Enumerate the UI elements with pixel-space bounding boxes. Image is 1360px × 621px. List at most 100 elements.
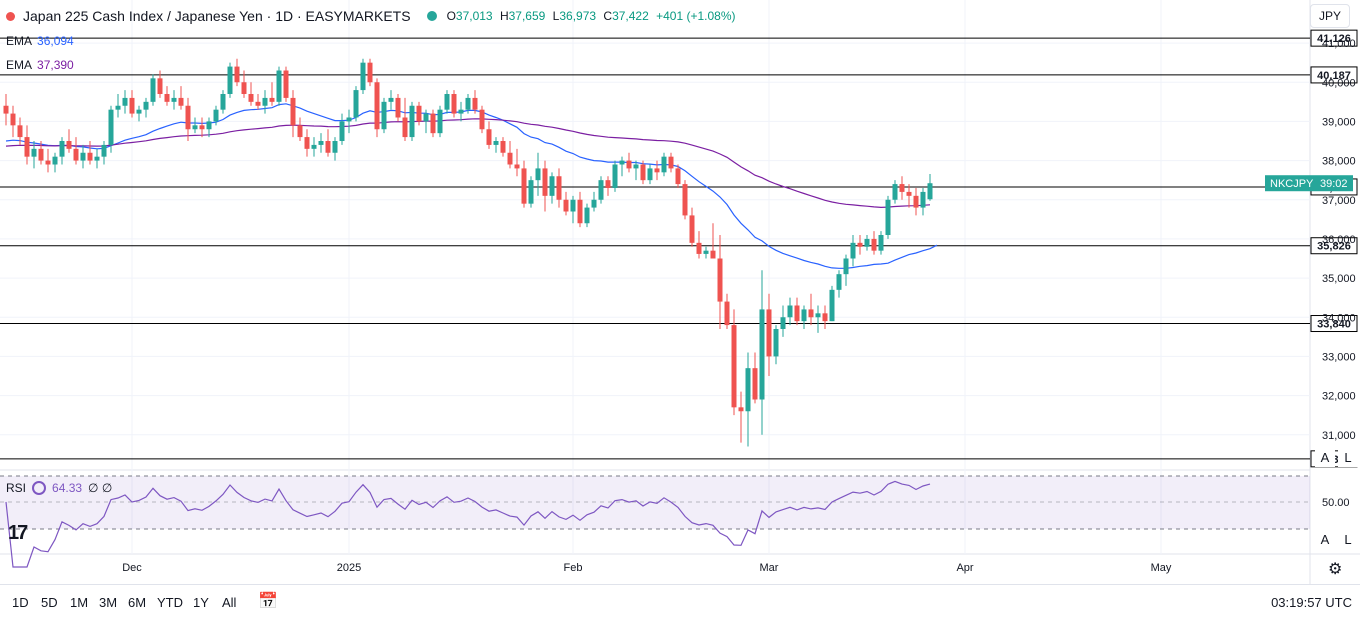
range-button-1m[interactable]: 1M bbox=[70, 595, 89, 610]
candle-body bbox=[871, 238, 877, 251]
candle-body bbox=[38, 148, 44, 161]
candle-body bbox=[94, 156, 100, 161]
candle-body bbox=[878, 235, 884, 251]
rsi-settings-icon[interactable] bbox=[32, 481, 47, 495]
ticker-price-box bbox=[1265, 175, 1353, 192]
candle bbox=[906, 184, 912, 208]
candle-body bbox=[640, 164, 646, 181]
candle-body bbox=[752, 368, 758, 400]
ema-fast-legend[interactable]: EMA 36,094 bbox=[6, 34, 74, 48]
candle bbox=[549, 172, 555, 204]
candle bbox=[780, 305, 786, 337]
candle bbox=[59, 137, 65, 165]
rsi-tick-label: 50.00 bbox=[1322, 497, 1350, 509]
candle-body bbox=[542, 168, 548, 196]
auto-scale-button[interactable]: A bbox=[1315, 447, 1335, 467]
rsi-legend[interactable]: RSI 64.33 ∅ ∅ bbox=[6, 481, 113, 495]
candle-body bbox=[605, 180, 611, 188]
range-button-all[interactable]: All bbox=[222, 595, 237, 610]
candle bbox=[304, 129, 310, 157]
currency-selector[interactable]: JPY bbox=[1310, 4, 1350, 28]
candle bbox=[402, 97, 408, 141]
range-button-1y[interactable]: 1Y bbox=[193, 595, 209, 610]
rsi-log-scale-button[interactable]: L bbox=[1338, 529, 1358, 549]
ticker-symbol-label: NKCJPY bbox=[1270, 178, 1314, 190]
x-tick-label: Feb bbox=[564, 562, 583, 574]
y-tick-label: 38,000 bbox=[1322, 156, 1356, 168]
candle-body bbox=[87, 152, 93, 161]
candle-body bbox=[514, 164, 520, 169]
candle-body bbox=[143, 101, 149, 110]
candle bbox=[87, 141, 93, 165]
level-price-box bbox=[1310, 29, 1358, 47]
candle bbox=[787, 297, 793, 326]
rsi-auto-scale-button[interactable]: A bbox=[1315, 529, 1335, 549]
market-open-icon bbox=[426, 11, 437, 21]
symbol-title[interactable]: Japan 225 Cash Index / Japanese Yen · 1D… bbox=[23, 8, 411, 24]
candle bbox=[192, 117, 198, 134]
candle bbox=[234, 58, 240, 87]
candle-body bbox=[402, 117, 408, 138]
candle-body bbox=[619, 160, 625, 165]
ticker-countdown-label: 39:02 bbox=[1320, 178, 1348, 190]
level-price-box bbox=[1310, 66, 1358, 84]
utc-clock[interactable]: 03:19:57 UTC bbox=[1271, 595, 1352, 610]
candle bbox=[3, 94, 9, 126]
candle bbox=[395, 94, 401, 122]
candle-body bbox=[836, 274, 842, 290]
candle bbox=[353, 86, 359, 122]
candle bbox=[283, 66, 289, 102]
x-tick-label: Apr bbox=[956, 562, 973, 574]
candle-body bbox=[612, 164, 618, 188]
candle bbox=[598, 176, 604, 204]
candle-body bbox=[430, 113, 436, 134]
candle-body bbox=[885, 199, 891, 235]
candle bbox=[577, 191, 583, 228]
candle bbox=[759, 270, 765, 435]
candle-body bbox=[164, 94, 170, 102]
candle-body bbox=[66, 141, 72, 149]
candle bbox=[108, 105, 114, 153]
candle bbox=[465, 94, 471, 114]
candle-body bbox=[304, 137, 310, 149]
candle bbox=[591, 191, 597, 212]
range-button-5d[interactable]: 5D bbox=[41, 595, 58, 610]
calendar-range-icon[interactable]: 📅 bbox=[258, 593, 278, 610]
range-button-ytd[interactable]: YTD bbox=[157, 595, 183, 610]
candle-body bbox=[507, 152, 513, 165]
candle bbox=[563, 191, 569, 216]
candle-body bbox=[661, 156, 667, 173]
candle-body bbox=[535, 168, 541, 181]
candle bbox=[479, 105, 485, 134]
candle-body bbox=[696, 242, 702, 254]
candle-body bbox=[73, 148, 79, 161]
level-price-box bbox=[1310, 315, 1358, 333]
candle-body bbox=[654, 168, 660, 173]
candle bbox=[416, 101, 422, 126]
candle bbox=[66, 129, 72, 153]
candle-body bbox=[500, 141, 506, 153]
range-button-1d[interactable]: 1D bbox=[12, 595, 29, 610]
chart-settings-icon[interactable]: ⚙ bbox=[1328, 561, 1343, 578]
candle-body bbox=[234, 66, 240, 83]
candle bbox=[521, 160, 527, 208]
candle bbox=[703, 246, 709, 259]
candle bbox=[808, 293, 814, 326]
candle-body bbox=[388, 97, 394, 102]
candle bbox=[17, 117, 23, 145]
candle bbox=[689, 207, 695, 247]
ema-slow-legend[interactable]: EMA 37,390 bbox=[6, 58, 74, 72]
candle bbox=[381, 97, 387, 134]
y-tick-label: 34,000 bbox=[1322, 312, 1356, 324]
range-button-6m[interactable]: 6M bbox=[128, 595, 147, 610]
candle-body bbox=[472, 97, 478, 110]
candle-body bbox=[416, 105, 422, 122]
candle-body bbox=[689, 215, 695, 243]
range-button-3m[interactable]: 3M bbox=[99, 595, 118, 610]
grid bbox=[0, 0, 1360, 584]
candle bbox=[542, 160, 548, 212]
price-axis: 31,000 32,000 33,000 34,000 35,000 36,000 37,0… bbox=[1265, 38, 1356, 509]
candle-body bbox=[493, 141, 499, 145]
log-scale-button[interactable]: L bbox=[1338, 447, 1358, 467]
